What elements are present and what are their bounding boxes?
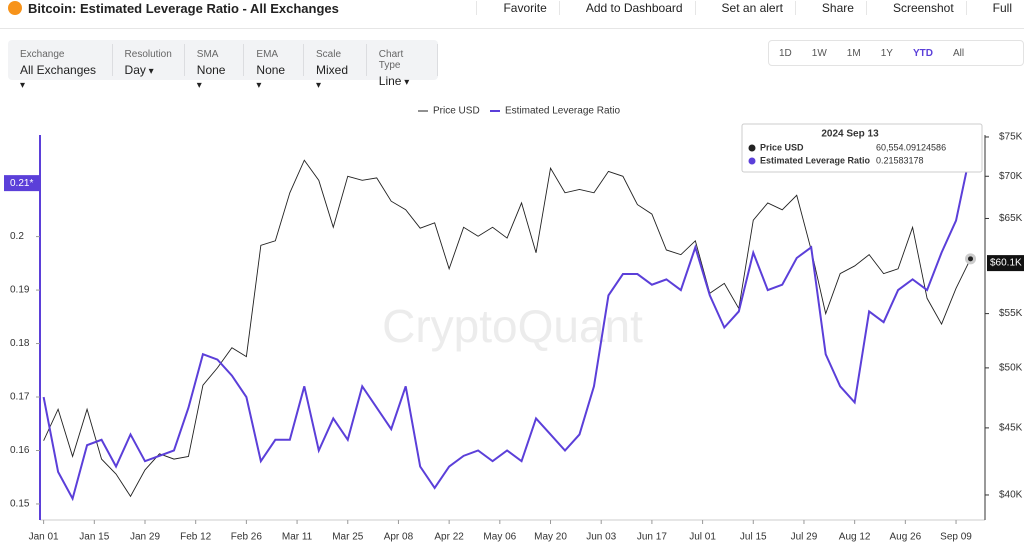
series-line <box>42 151 972 502</box>
tooltip-swatch <box>748 144 756 152</box>
page-title: Bitcoin: Estimated Leverage Ratio - All … <box>28 1 339 16</box>
y-tick-label: 0.2 <box>10 231 24 242</box>
watermark: CryptoQuant <box>382 300 643 352</box>
filter-label: Resolution <box>124 49 172 60</box>
filter-label: Chart Type <box>378 49 404 71</box>
x-tick-label: Apr 22 <box>434 532 464 543</box>
filter-value: All Exchanges <box>20 63 100 91</box>
x-tick-label: Jul 15 <box>740 532 767 543</box>
tooltip-swatch <box>748 157 756 165</box>
y2-marker-box <box>987 255 1024 272</box>
range-button[interactable]: YTD <box>912 47 933 59</box>
legend-label: Price USD <box>433 106 480 117</box>
filter-label: SMA <box>196 49 219 60</box>
tooltip-name: Price USD <box>760 142 804 152</box>
x-tick-label: Jul 29 <box>791 532 818 543</box>
x-tick-label: Jul 01 <box>689 532 716 543</box>
x-tick-label: Jan 15 <box>79 532 109 543</box>
tooltip-value: 60,554.09124586 <box>876 142 946 152</box>
filter[interactable]: Resolution Day <box>113 44 185 77</box>
filter-value: None <box>197 63 232 91</box>
filter[interactable]: Exchange All Exchanges <box>8 44 113 77</box>
action-button[interactable]: Screenshot <box>865 1 966 15</box>
y-tick-label: 0.17 <box>10 392 30 403</box>
series-line <box>43 159 971 498</box>
x-tick-label: Mar 25 <box>332 532 364 543</box>
tooltip-name: Estimated Leverage Ratio <box>760 155 871 165</box>
x-tick-label: May 20 <box>534 532 567 543</box>
filter-label: Scale <box>316 49 342 60</box>
range-button[interactable]: All <box>952 47 965 59</box>
y2-tick-label: $40K <box>999 490 1023 501</box>
x-tick-label: Feb 26 <box>231 532 263 543</box>
y2-tick-label: $45K <box>999 423 1023 434</box>
action-button[interactable]: Full <box>965 1 1024 15</box>
x-tick-label: Aug 12 <box>839 532 871 543</box>
y2-tick-label: $50K <box>999 363 1023 374</box>
filter-label: Exchange <box>20 49 65 60</box>
y2-tick-label: $70K <box>999 171 1023 182</box>
y-marker-label: 0.21* <box>10 178 33 189</box>
filter[interactable]: Chart Type Line <box>367 44 438 88</box>
y-tick-label: 0.19 <box>10 285 30 296</box>
x-tick-label: Mar 11 <box>282 532 313 543</box>
tooltip-box <box>741 123 983 173</box>
x-tick-label: Jun 03 <box>586 532 616 543</box>
actions: Favorite Add to Dashboard Set an alert Shar… <box>476 1 1024 15</box>
filter-value: Mixed <box>316 63 354 91</box>
hover-point <box>965 253 977 265</box>
tooltip-title: 2024 Sep 13 <box>821 129 879 140</box>
filter[interactable]: SMA None <box>185 44 245 77</box>
range-button[interactable]: 1W <box>811 47 827 59</box>
header: Bitcoin: Estimated Leverage Ratio - All … <box>0 0 1024 29</box>
filter[interactable]: Scale Mixed <box>304 44 367 77</box>
filter-label: EMA <box>256 49 279 60</box>
x-tick-label: May 06 <box>483 532 516 543</box>
y2-tick-label: $65K <box>999 213 1023 224</box>
coin-icon <box>8 1 22 15</box>
filter-value: None <box>256 63 291 91</box>
range-button[interactable]: 1Y <box>880 47 893 59</box>
tooltip-value: 0.21583178 <box>876 155 924 165</box>
range-button[interactable]: 1D <box>779 47 792 59</box>
y2-tick-label: $55K <box>999 308 1023 319</box>
y-marker-box <box>4 175 40 192</box>
action-button[interactable]: Set an alert <box>694 1 795 15</box>
y-tick-label: 0.15 <box>10 499 30 510</box>
x-tick-label: Apr 08 <box>384 532 414 543</box>
x-tick-label: Feb 12 <box>180 532 212 543</box>
x-tick-label: Jan 01 <box>29 532 59 543</box>
x-tick-label: Jan 29 <box>130 532 160 543</box>
filter-value: Line <box>379 74 425 88</box>
legend-label: Estimated Leverage Ratio <box>505 106 621 117</box>
action-button[interactable]: Share <box>794 1 866 15</box>
y2-marker-label: $60.1K <box>990 258 1022 269</box>
y2-tick-label: $75K <box>999 132 1023 143</box>
action-button[interactable]: Favorite <box>476 1 558 15</box>
x-tick-label: Aug 26 <box>889 532 921 543</box>
action-button[interactable]: Add to Dashboard <box>558 1 695 15</box>
x-tick-label: Sep 09 <box>940 532 972 543</box>
y-tick-label: 0.16 <box>10 445 30 456</box>
x-tick-label: Jun 17 <box>637 532 667 543</box>
tooltip: 2024 Sep 13 Price USD 60,554.09124586 Estim… <box>741 123 983 173</box>
y-tick-label: 0.18 <box>10 338 30 349</box>
filter-value: Day <box>125 63 172 77</box>
filter[interactable]: EMA None <box>244 44 305 77</box>
range-button[interactable]: 1M <box>846 47 861 59</box>
